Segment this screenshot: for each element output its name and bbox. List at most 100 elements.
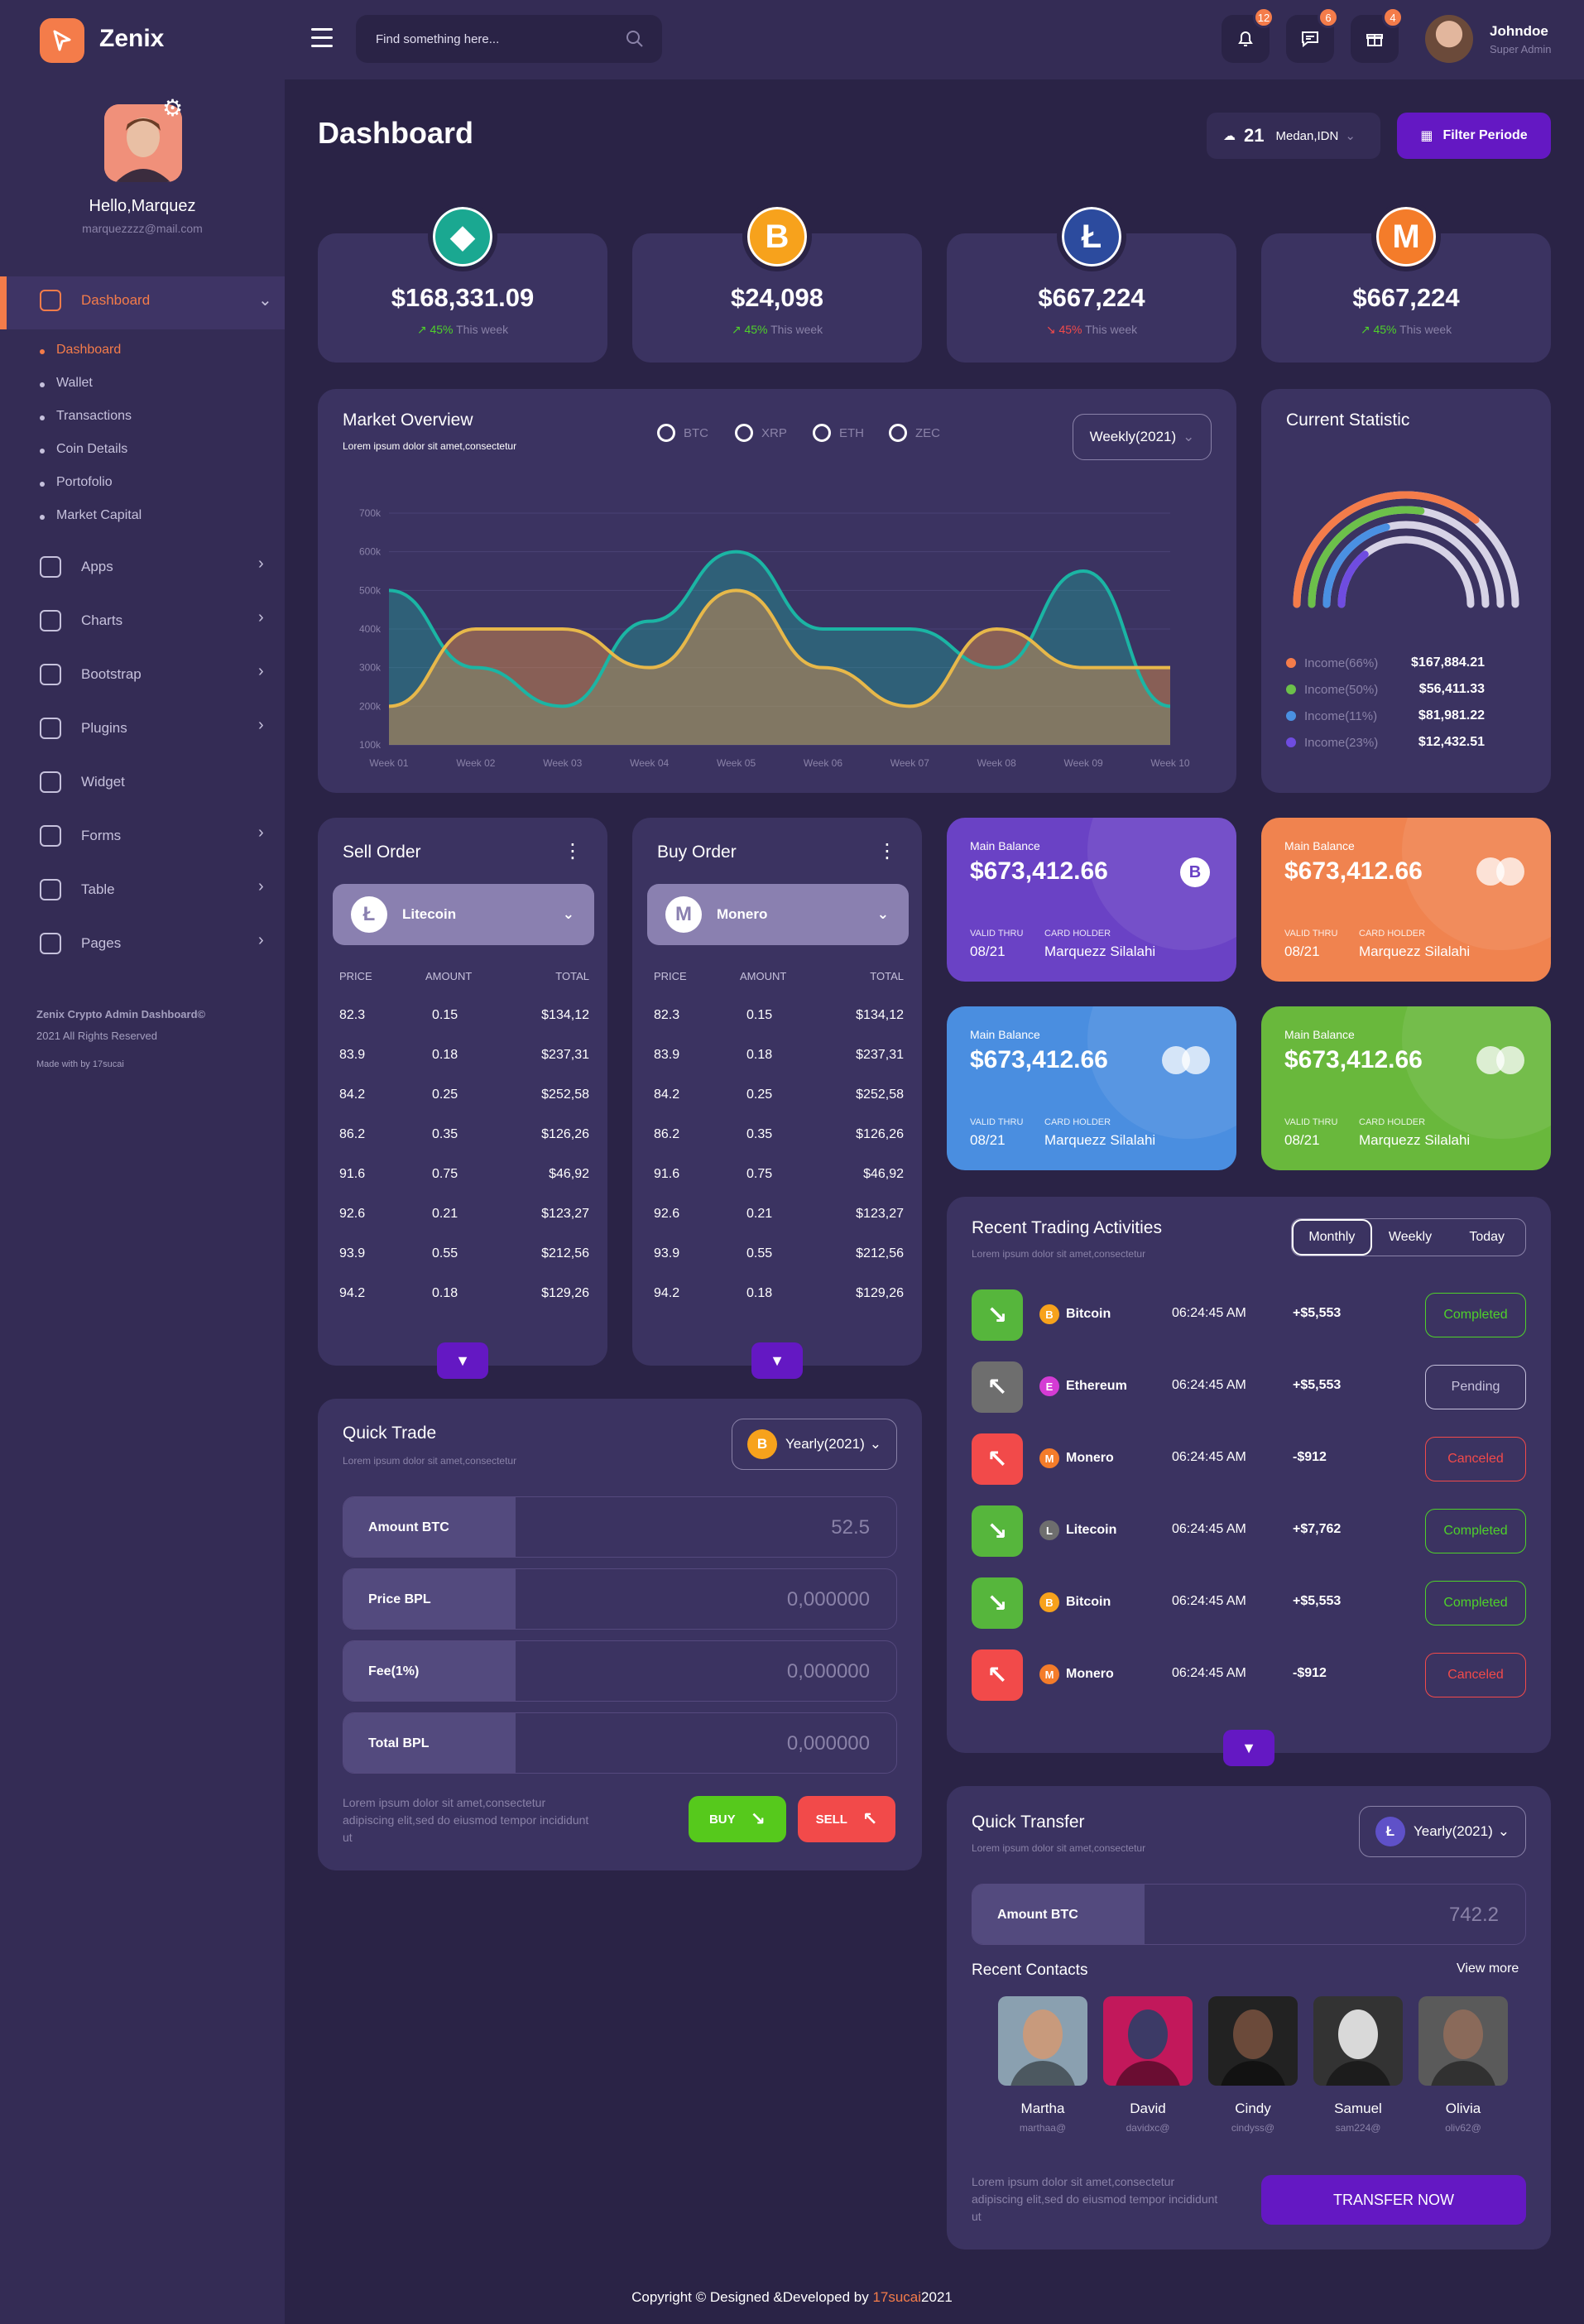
chevron-down-icon[interactable]: ⌄ bbox=[258, 291, 272, 310]
sidebar-item-forms[interactable]: Forms bbox=[40, 825, 121, 847]
user-name[interactable]: Johndoe bbox=[1490, 23, 1548, 39]
sidebar-item-widget[interactable]: Widget bbox=[40, 771, 125, 793]
footer-author-link[interactable]: 17sucai bbox=[872, 2289, 922, 2305]
submenu-coin-details[interactable]: Coin Details bbox=[39, 442, 128, 456]
fee-field: Fee(1%) bbox=[343, 1640, 897, 1702]
user-avatar[interactable] bbox=[1425, 15, 1473, 63]
orderbook-cell: 0.25 bbox=[746, 1088, 773, 1102]
orderbook-cell: 94.2 bbox=[654, 1286, 680, 1300]
stat-value: $81,981.22 bbox=[1418, 708, 1485, 723]
chevron-right-icon[interactable]: › bbox=[258, 823, 264, 842]
gift-button[interactable]: 4 bbox=[1351, 7, 1404, 63]
chevron-right-icon[interactable]: › bbox=[258, 662, 264, 680]
trade-status-badge[interactable]: Completed bbox=[1425, 1509, 1526, 1553]
stat-change: ↘ 45% This week bbox=[947, 323, 1236, 337]
transfer-amount-input[interactable] bbox=[1145, 1885, 1525, 1944]
trade-status-badge[interactable]: Canceled bbox=[1425, 1653, 1526, 1697]
chevron-right-icon[interactable]: › bbox=[258, 877, 264, 896]
weather-widget[interactable]: ☁ 21 Medan,IDN ⌄ bbox=[1207, 113, 1380, 159]
chevron-right-icon[interactable]: › bbox=[258, 555, 264, 573]
trading-expand-button[interactable]: ▼ bbox=[1223, 1730, 1274, 1766]
view-more-link[interactable]: View more bbox=[1457, 1961, 1519, 1976]
balance-card[interactable]: Main Balance $673,412.66 VALID THRU 08/21 CA… bbox=[1261, 1006, 1551, 1170]
quick-transfer-period-select[interactable]: Ł Yearly(2021) ⌄ bbox=[1359, 1806, 1526, 1857]
chevron-right-icon[interactable]: › bbox=[258, 608, 264, 627]
tab-monthly[interactable]: Monthly bbox=[1292, 1219, 1372, 1256]
y-tick-label: 400k bbox=[359, 623, 382, 635]
buy-button[interactable]: BUY ↘ bbox=[689, 1796, 786, 1842]
legend-xrp[interactable]: XRP bbox=[735, 424, 787, 442]
contact-cindy[interactable]: Cindy cindyss@ bbox=[1208, 1996, 1298, 2134]
sidebar-item-bootstrap[interactable]: Bootstrap bbox=[40, 664, 142, 685]
stat-period: This week bbox=[1399, 323, 1452, 336]
sidebar-item-label: Pages bbox=[81, 935, 122, 951]
sidebar-item-apps[interactable]: Apps bbox=[40, 556, 113, 578]
trade-status-badge[interactable]: Completed bbox=[1425, 1293, 1526, 1337]
contact-samuel[interactable]: Samuel sam224@ bbox=[1313, 1996, 1403, 2134]
sidebar-item-dashboard-label[interactable]: Dashboard bbox=[40, 290, 150, 311]
submenu-transactions[interactable]: Transactions bbox=[40, 409, 132, 423]
orderbook-cell: 0.55 bbox=[746, 1246, 773, 1260]
balance-card[interactable]: Main Balance $673,412.66 VALID THRU 08/21 CA… bbox=[947, 818, 1236, 982]
profile-avatar[interactable] bbox=[104, 104, 182, 182]
menu-toggle-icon[interactable] bbox=[311, 28, 333, 53]
more-vertical-icon[interactable]: ⋮ bbox=[563, 840, 583, 862]
quick-trade-period-select[interactable]: B Yearly(2021) ⌄ bbox=[732, 1419, 897, 1470]
sidebar-item-label: Apps bbox=[81, 559, 113, 574]
buy-coin-select[interactable]: M Monero ⌄ bbox=[647, 884, 909, 945]
profile-settings-icon[interactable]: ⚙ bbox=[162, 95, 184, 121]
search-icon[interactable] bbox=[626, 30, 644, 48]
sell-expand-button[interactable]: ▼ bbox=[437, 1342, 488, 1379]
messages-button[interactable]: 6 bbox=[1286, 7, 1339, 63]
total-bpl-input[interactable] bbox=[516, 1713, 896, 1773]
sidebar-item-pages[interactable]: Pages bbox=[40, 933, 121, 954]
contact-david[interactable]: David davidxc@ bbox=[1103, 1996, 1193, 2134]
sidebar-item-plugins[interactable]: Plugins bbox=[40, 718, 127, 739]
sell-coin-select[interactable]: Ł Litecoin ⌄ bbox=[333, 884, 594, 945]
legend-eth[interactable]: ETH bbox=[813, 424, 864, 442]
sidebar-item-dashboard[interactable] bbox=[0, 276, 285, 329]
amount-btc-input[interactable] bbox=[516, 1497, 896, 1557]
fee-input[interactable] bbox=[516, 1641, 896, 1701]
search-input[interactable] bbox=[376, 15, 616, 63]
filter-periode-button[interactable]: ▦ Filter Periode bbox=[1397, 113, 1551, 159]
sidebar-item-charts[interactable]: Charts bbox=[40, 610, 122, 631]
sidebar-item-table[interactable]: Table bbox=[40, 879, 115, 900]
trade-status-badge[interactable]: Completed bbox=[1425, 1581, 1526, 1625]
contact-martha[interactable]: Martha marthaa@ bbox=[998, 1996, 1087, 2134]
tab-weekly[interactable]: Weekly bbox=[1388, 1230, 1433, 1244]
transfer-now-button[interactable]: TRANSFER NOW bbox=[1261, 2175, 1526, 2225]
trade-status-badge[interactable]: Pending bbox=[1425, 1365, 1526, 1409]
buy-expand-button[interactable]: ▼ bbox=[751, 1342, 803, 1379]
submenu-dashboard[interactable]: Dashboard bbox=[39, 343, 122, 357]
series-area-0 bbox=[389, 551, 1170, 745]
submenu-portofolio[interactable]: Portofolio bbox=[40, 475, 113, 489]
legend-btc[interactable]: BTC bbox=[657, 424, 708, 442]
field-label: Total BPL bbox=[343, 1713, 516, 1773]
submenu-wallet[interactable]: Wallet bbox=[40, 376, 93, 390]
tab-today[interactable]: Today bbox=[1469, 1230, 1505, 1244]
brand-logo-icon[interactable] bbox=[40, 18, 84, 63]
card-valid-label: VALID THRU bbox=[970, 1117, 1024, 1127]
messages-badge: 6 bbox=[1318, 7, 1339, 28]
sell-button[interactable]: SELL ↖ bbox=[798, 1796, 895, 1842]
trade-amount: -$912 bbox=[1293, 1450, 1327, 1464]
orderbook-cell: 84.2 bbox=[339, 1088, 366, 1102]
market-period-select[interactable]: Weekly(2021) ⌄ bbox=[1073, 414, 1212, 460]
balance-card[interactable]: Main Balance $673,412.66 VALID THRU 08/21 CA… bbox=[947, 1006, 1236, 1170]
notification-button[interactable]: 12 bbox=[1222, 7, 1274, 63]
litecoin-icon: Ł bbox=[1057, 202, 1126, 271]
more-vertical-icon[interactable]: ⋮ bbox=[877, 840, 897, 862]
chevron-right-icon[interactable]: › bbox=[258, 716, 264, 734]
page-footer: Copyright © Designed &Developed by 17suc… bbox=[0, 2289, 1584, 2306]
forms-icon bbox=[40, 825, 61, 847]
price-bpl-input[interactable] bbox=[516, 1569, 896, 1629]
contact-olivia[interactable]: Olivia oliv62@ bbox=[1418, 1996, 1508, 2134]
submenu-market-capital[interactable]: Market Capital bbox=[39, 508, 142, 522]
chevron-right-icon[interactable]: › bbox=[258, 931, 264, 949]
balance-card[interactable]: Main Balance $673,412.66 VALID THRU 08/21 CA… bbox=[1261, 818, 1551, 982]
legend-zec[interactable]: ZEC bbox=[889, 424, 940, 442]
contact-handle: oliv62@ bbox=[1445, 2122, 1481, 2134]
stat-label: Income(11%) bbox=[1304, 708, 1378, 723]
trade-status-badge[interactable]: Canceled bbox=[1425, 1437, 1526, 1481]
